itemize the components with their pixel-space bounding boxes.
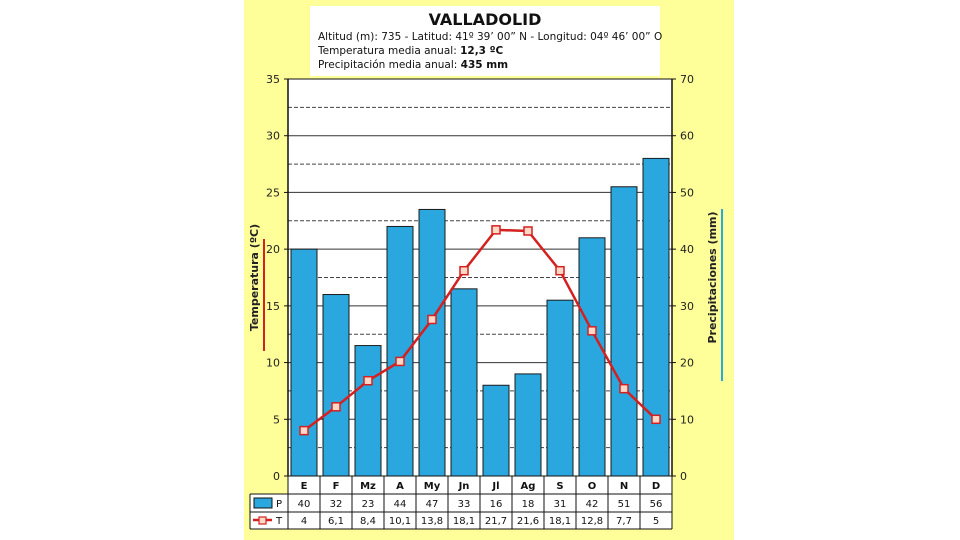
x-tick-label: N: [620, 481, 628, 492]
precip-value-label: 32: [330, 499, 343, 510]
right-tick-label: 40: [680, 243, 694, 256]
temperature-point: [619, 383, 629, 394]
annual-precipitation-value: 435 mm: [460, 59, 509, 71]
temperature-point: [587, 326, 597, 336]
precip-bar: [546, 299, 574, 477]
temperature-point: [651, 414, 661, 425]
precip-value-label: 51: [618, 499, 631, 510]
precip-value-label: 33: [458, 499, 471, 510]
temperature-point: [491, 225, 501, 235]
left-axis-title: Temperatura (ºC): [248, 224, 261, 331]
x-tick-label: E: [301, 481, 308, 492]
x-tick-label: A: [396, 481, 404, 492]
right-tick-label: 60: [680, 130, 694, 143]
temperature-point: [331, 402, 341, 412]
x-tick-label: Mz: [360, 481, 376, 492]
temperature-point: [555, 265, 565, 276]
left-tick-label: 30: [266, 130, 280, 143]
temperature-point: [299, 425, 309, 436]
left-tick-label: 0: [273, 470, 280, 483]
temperature-point: [395, 356, 405, 367]
precip-value-label: 42: [586, 499, 599, 510]
station-location: Altitud (m): 735 - Latitud: 41º 39’ 00” …: [318, 31, 663, 43]
precip-bar: [354, 345, 382, 477]
precip-bar: [322, 294, 350, 477]
precip-value-label: 56: [650, 499, 663, 510]
right-axis-title: Precipitaciones (mm): [706, 211, 719, 343]
annual-temperature: Temperatura media anual: 12,3 ºC: [318, 45, 503, 57]
right-tick-label: 70: [680, 73, 694, 86]
temperature-value-label: 5: [653, 516, 659, 527]
precip-bar: [418, 208, 446, 477]
annual-temperature-value: 12,3 ºC: [460, 45, 504, 57]
annual-temperature-label: Temperatura media anual:: [318, 45, 457, 57]
precip-value-label: 18: [522, 499, 535, 510]
temperature-value-label: 12,8: [581, 516, 603, 527]
precip-bar: [290, 248, 318, 477]
left-tick-label: 20: [266, 243, 280, 256]
legend-temp-marker: [258, 516, 267, 525]
x-tick-label: F: [333, 481, 340, 492]
temperature-point: [459, 265, 469, 276]
left-tick-label: 25: [266, 186, 280, 199]
x-tick-label: S: [556, 481, 563, 492]
temperature-value-label: 18,1: [453, 516, 475, 527]
legend-temp-label: T: [275, 516, 283, 527]
precip-value-label: 47: [426, 499, 439, 510]
left-tick-label: 15: [266, 300, 280, 313]
annual-precipitation: Precipitación media anual: 435 mm: [318, 59, 508, 71]
temperature-point: [363, 375, 373, 386]
right-tick-label: 20: [680, 357, 694, 370]
x-tick-label: D: [652, 481, 660, 492]
right-tick-label: 30: [680, 300, 694, 313]
precip-value-label: 16: [490, 499, 503, 510]
precip-value-label: 44: [394, 499, 407, 510]
precip-bar: [642, 157, 670, 477]
temperature-value-label: 13,8: [421, 516, 443, 527]
right-tick-label: 0: [680, 470, 687, 483]
temperature-point: [523, 226, 533, 236]
temperature-line: [303, 228, 657, 432]
x-tick-label: O: [588, 481, 597, 492]
temperature-point: [427, 314, 437, 325]
chart-title: VALLADOLID: [428, 10, 542, 29]
legend-precip-label: P: [276, 499, 282, 510]
x-tick-label: Jl: [491, 481, 499, 492]
precip-value-label: 23: [362, 499, 375, 510]
temperature-value-label: 10,1: [389, 516, 411, 527]
left-tick-label: 35: [266, 73, 280, 86]
precip-bar: [578, 237, 606, 477]
temperature-value-label: 6,1: [328, 516, 344, 527]
right-tick-label: 50: [680, 186, 694, 199]
left-tick-label: 10: [266, 357, 280, 370]
temperature-value-label: 8,4: [360, 516, 376, 527]
x-tick-label: Jn: [458, 481, 470, 492]
temperature-value-label: 18,1: [549, 516, 571, 527]
right-tick-label: 10: [680, 413, 694, 426]
temperature-value-label: 21,6: [517, 516, 539, 527]
precip-bar: [482, 384, 510, 477]
left-tick-label: 5: [273, 413, 280, 426]
x-tick-label: My: [424, 481, 441, 492]
precip-value-label: 40: [298, 499, 311, 510]
temperature-value-label: 21,7: [485, 516, 507, 527]
precip-bar: [450, 288, 478, 477]
temperature-value-label: 4: [301, 516, 307, 527]
precip-value-label: 31: [554, 499, 567, 510]
x-tick-label: Ag: [521, 481, 536, 492]
annual-precipitation-label: Precipitación media anual:: [318, 59, 458, 71]
station-header: VALLADOLID Altitud (m): 735 - Latitud: 4…: [310, 6, 663, 76]
precip-bar: [610, 186, 638, 477]
legend-precip-swatch: [253, 497, 273, 509]
temperature-value-label: 7,7: [616, 516, 632, 527]
precip-bar: [514, 373, 542, 477]
